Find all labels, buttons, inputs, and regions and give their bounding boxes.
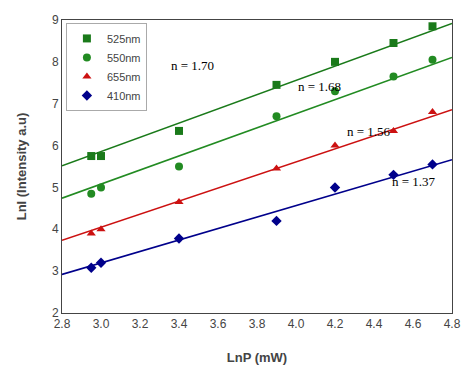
- svg-text:n = 1.37: n = 1.37: [392, 174, 436, 189]
- svg-text:2: 2: [52, 306, 59, 320]
- svg-text:4.0: 4.0: [288, 317, 305, 331]
- svg-text:655nm: 655nm: [107, 71, 141, 83]
- svg-text:4: 4: [52, 222, 59, 236]
- svg-text:LnI (Intensity a.u): LnI (Intensity a.u): [14, 113, 29, 221]
- svg-text:3.4: 3.4: [171, 317, 188, 331]
- svg-text:LnP (mW): LnP (mW): [227, 350, 287, 365]
- svg-text:7: 7: [52, 97, 59, 111]
- svg-text:410nm: 410nm: [107, 90, 141, 102]
- svg-text:3.6: 3.6: [210, 317, 227, 331]
- svg-text:550nm: 550nm: [107, 52, 141, 64]
- svg-text:4.8: 4.8: [444, 317, 461, 331]
- svg-text:8: 8: [52, 55, 59, 69]
- svg-text:3.2: 3.2: [132, 317, 149, 331]
- svg-text:6: 6: [52, 139, 59, 153]
- svg-text:4.4: 4.4: [366, 317, 383, 331]
- svg-text:n = 1.68: n = 1.68: [298, 79, 341, 94]
- svg-text:3.8: 3.8: [249, 317, 266, 331]
- svg-text:2.8: 2.8: [54, 317, 71, 331]
- svg-text:4.2: 4.2: [327, 317, 344, 331]
- svg-text:525nm: 525nm: [107, 33, 141, 45]
- svg-text:9: 9: [52, 13, 59, 27]
- svg-text:3: 3: [52, 264, 59, 278]
- svg-text:4.6: 4.6: [405, 317, 422, 331]
- svg-text:3.0: 3.0: [93, 317, 110, 331]
- svg-text:5: 5: [52, 181, 59, 195]
- svg-text:n = 1.70: n = 1.70: [171, 58, 214, 73]
- svg-text:n = 1.56: n = 1.56: [347, 124, 391, 139]
